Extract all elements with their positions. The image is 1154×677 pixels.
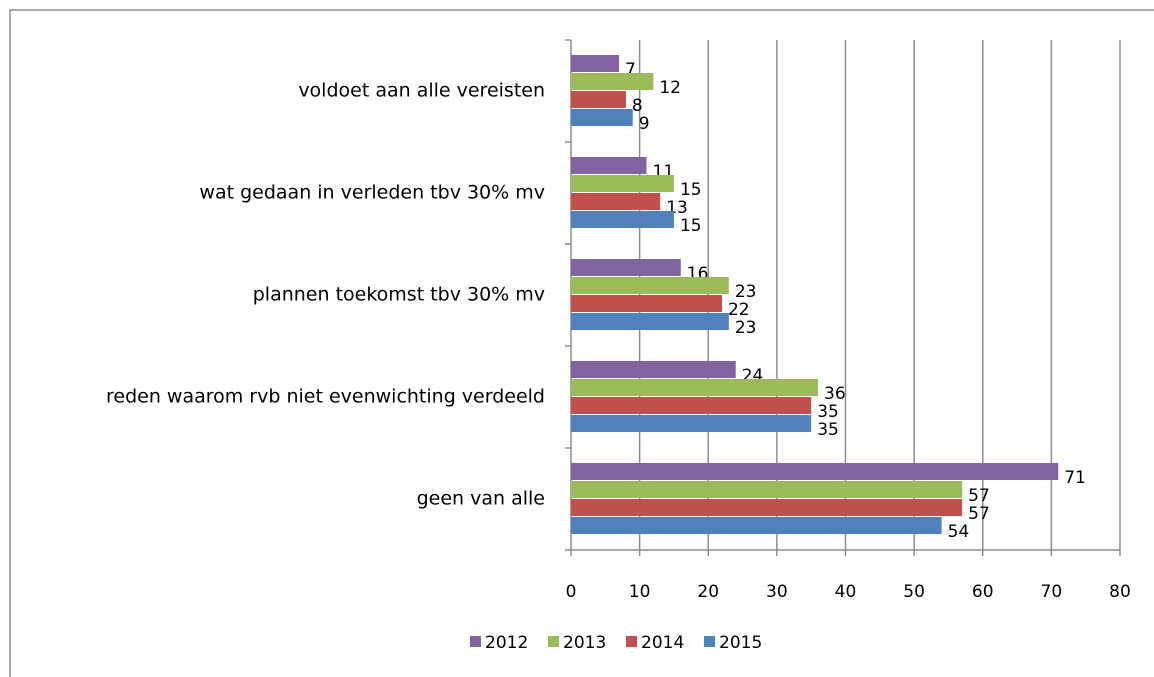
value-label: 23: [735, 282, 757, 302]
x-tick-label: 80: [1109, 582, 1131, 602]
bar: [571, 415, 812, 432]
x-tick-label: 0: [566, 582, 577, 602]
bar: [571, 499, 963, 516]
x-tick-label: 50: [903, 582, 925, 602]
category-label: reden waarom rvb niet evenwichting verde…: [106, 386, 545, 408]
bar: [571, 73, 654, 90]
value-label: 35: [817, 402, 839, 422]
bar: [571, 157, 647, 174]
bar: [571, 277, 729, 294]
frame: [9, 9, 1154, 677]
value-label: 57: [968, 504, 990, 524]
bar: [571, 517, 942, 534]
value-label: 15: [680, 180, 702, 200]
legend-swatch: [704, 636, 715, 647]
bar: [571, 109, 633, 126]
x-tick-label: 10: [629, 582, 651, 602]
bar: [571, 55, 620, 72]
bar: [571, 211, 674, 228]
bar: [571, 175, 674, 192]
value-label: 7: [625, 60, 636, 80]
value-label: 23: [735, 318, 757, 338]
value-label: 9: [639, 114, 650, 134]
x-tick-label: 60: [972, 582, 994, 602]
value-label: 36: [824, 384, 846, 404]
legend-swatch: [470, 636, 481, 647]
category-label: wat gedaan in verleden tbv 30% mv: [199, 182, 545, 204]
legend-label: 2014: [641, 633, 684, 653]
bar: [571, 463, 1059, 480]
bar: [571, 397, 812, 414]
bar: [571, 193, 661, 210]
x-tick-label: 30: [766, 582, 788, 602]
x-tick-label: 40: [835, 582, 857, 602]
legend-label: 2012: [485, 633, 528, 653]
value-label: 57: [968, 486, 990, 506]
value-label: 35: [817, 420, 839, 440]
category-label: geen van alle: [417, 488, 545, 510]
value-label: 22: [728, 300, 750, 320]
legend-label: 2013: [563, 633, 606, 653]
legend-swatch: [626, 636, 637, 647]
bar: [571, 481, 963, 498]
value-label: 12: [659, 78, 681, 98]
bar: [571, 361, 736, 378]
bar: [571, 295, 722, 312]
bar: [571, 379, 819, 396]
value-label: 54: [948, 522, 970, 542]
bar: [571, 259, 681, 276]
bar: [571, 91, 626, 108]
bar: [571, 313, 729, 330]
x-tick-label: 70: [1041, 582, 1063, 602]
value-label: 15: [680, 216, 702, 236]
legend-label: 2015: [719, 633, 762, 653]
category-label: voldoet aan alle vereisten: [298, 80, 545, 102]
value-label: 71: [1064, 468, 1086, 488]
legend-swatch: [548, 636, 559, 647]
x-tick-label: 20: [697, 582, 719, 602]
category-label: plannen toekomst tbv 30% mv: [253, 284, 545, 306]
value-label: 8: [632, 96, 643, 116]
